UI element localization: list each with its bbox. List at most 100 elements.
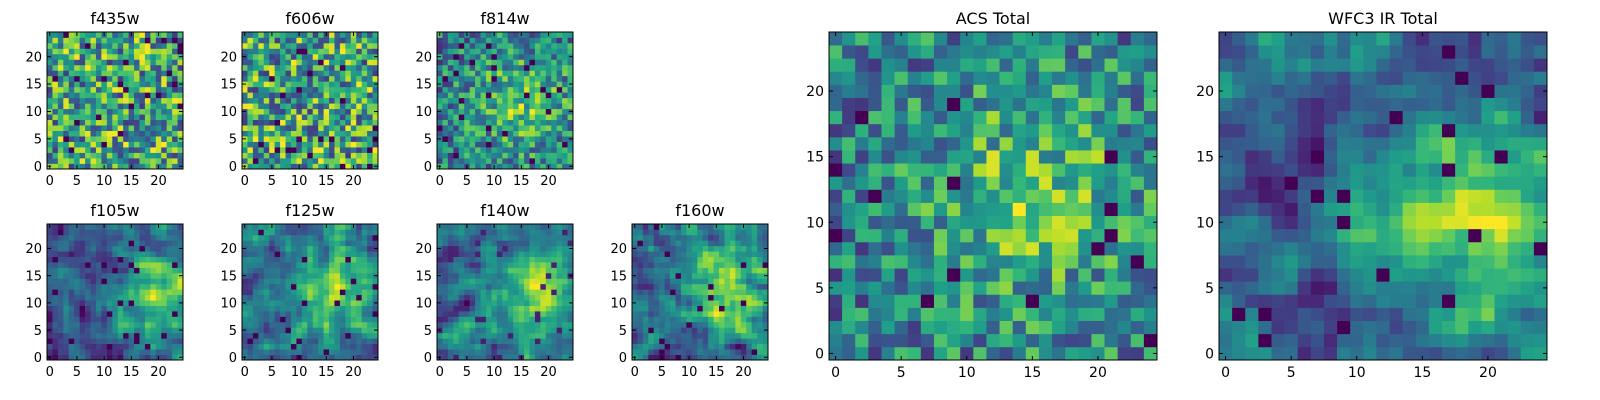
heatmap-cell (485, 158, 492, 164)
heatmap-cell (290, 316, 297, 323)
heatmap-cell (161, 147, 168, 153)
heatmap-cell (447, 70, 454, 77)
heatmap-cell (960, 281, 974, 295)
heatmap-cell (350, 114, 357, 121)
heatmap-cell (447, 278, 454, 285)
heatmap-cell (242, 289, 248, 296)
heatmap-cell (290, 343, 297, 350)
heatmap-cell (855, 281, 869, 295)
heatmap-cell (177, 283, 184, 290)
heatmap-cell (513, 251, 519, 257)
heatmap-cell (242, 75, 248, 82)
heatmap-cell (301, 327, 308, 334)
heatmap-cell (258, 278, 265, 285)
heatmap-cell (545, 86, 552, 93)
heatmap-cell (123, 267, 129, 274)
heatmap-cell (47, 332, 53, 339)
heatmap-cell (881, 176, 895, 190)
heatmap-cell (345, 97, 352, 104)
heatmap-cell (79, 349, 86, 355)
heatmap-cell (724, 272, 731, 279)
heatmap-cell (485, 311, 492, 317)
heatmap-cell (513, 224, 519, 230)
heatmap-cell (502, 158, 509, 164)
heatmap-cell (95, 240, 102, 247)
heatmap-cell (524, 158, 530, 164)
heatmap-cell (556, 349, 563, 355)
heatmap-cell (134, 42, 140, 49)
heatmap-cell (123, 338, 129, 345)
heatmap-cell (285, 114, 292, 121)
heatmap-cell (307, 251, 314, 257)
heatmap-cell (540, 283, 547, 290)
heatmap-cell (307, 147, 314, 153)
heatmap-cell (177, 343, 184, 350)
heatmap-cell (540, 64, 547, 71)
heatmap-cell (139, 251, 146, 257)
heatmap-cell (1130, 333, 1145, 348)
heatmap-cell (697, 272, 704, 279)
heatmap-cell (263, 327, 270, 334)
heatmap-cell (518, 349, 525, 355)
heatmap-cell (491, 114, 498, 121)
heatmap-cell (1117, 346, 1132, 361)
heatmap-cell (708, 240, 714, 247)
heatmap-cell (112, 283, 119, 290)
heatmap-cell (350, 125, 357, 131)
heatmap-cell (507, 86, 514, 93)
heatmap-cell (312, 152, 319, 159)
heatmap-cell (632, 321, 638, 328)
heatmap-cell (562, 229, 568, 236)
heatmap-cell (719, 321, 725, 328)
heatmap-cell (274, 224, 281, 230)
heatmap-cell (540, 294, 547, 301)
heatmap-cell (329, 321, 335, 328)
heatmap-cell (740, 316, 747, 323)
heatmap-cell (345, 349, 352, 355)
heatmap-cell (57, 64, 64, 71)
heatmap-cell (518, 130, 525, 137)
heatmap-cell (691, 278, 698, 285)
heatmap-cell (329, 53, 335, 60)
heatmap-cell (437, 97, 443, 104)
heatmap-cell (453, 316, 460, 323)
heatmap-cell (117, 114, 124, 121)
heatmap-cell (329, 234, 335, 241)
heatmap-cell (112, 42, 119, 49)
heatmap-cell (258, 267, 265, 274)
heatmap-cell (318, 163, 324, 170)
heatmap-cell (334, 163, 341, 170)
heatmap-cell (117, 81, 124, 88)
heatmap-cell (855, 189, 869, 203)
heatmap-cell (106, 289, 113, 296)
heatmap-cell (567, 240, 574, 247)
heatmap-cell (1012, 307, 1027, 321)
heatmap-cell (751, 289, 758, 296)
heatmap-cell (252, 256, 259, 263)
heatmap-cell (301, 267, 308, 274)
heatmap-cell (529, 349, 536, 355)
heatmap-cell (155, 327, 162, 334)
heatmap-cell (345, 305, 352, 312)
heatmap-cell (307, 262, 314, 268)
heatmap-cell (556, 316, 563, 323)
heatmap-cell (447, 338, 454, 345)
heatmap-cell (881, 189, 895, 203)
heatmap-cell (90, 224, 97, 230)
heatmap-cell (367, 234, 373, 241)
heatmap-cell (513, 119, 519, 126)
heatmap-cell (90, 158, 97, 164)
heatmap-cell (329, 224, 335, 230)
heatmap-cell (172, 240, 178, 247)
heatmap-cell (735, 278, 742, 285)
heatmap-cell (57, 81, 64, 88)
heatmap-cell (361, 224, 368, 230)
heatmap-cell (318, 300, 324, 306)
heatmap-cell (242, 141, 248, 148)
heatmap-cell (339, 75, 346, 82)
heatmap-cell (697, 311, 704, 317)
heatmap-cell (296, 59, 303, 66)
heatmap-cell (540, 245, 547, 252)
heatmap-cell (713, 262, 720, 268)
heatmap-cell (453, 262, 460, 268)
